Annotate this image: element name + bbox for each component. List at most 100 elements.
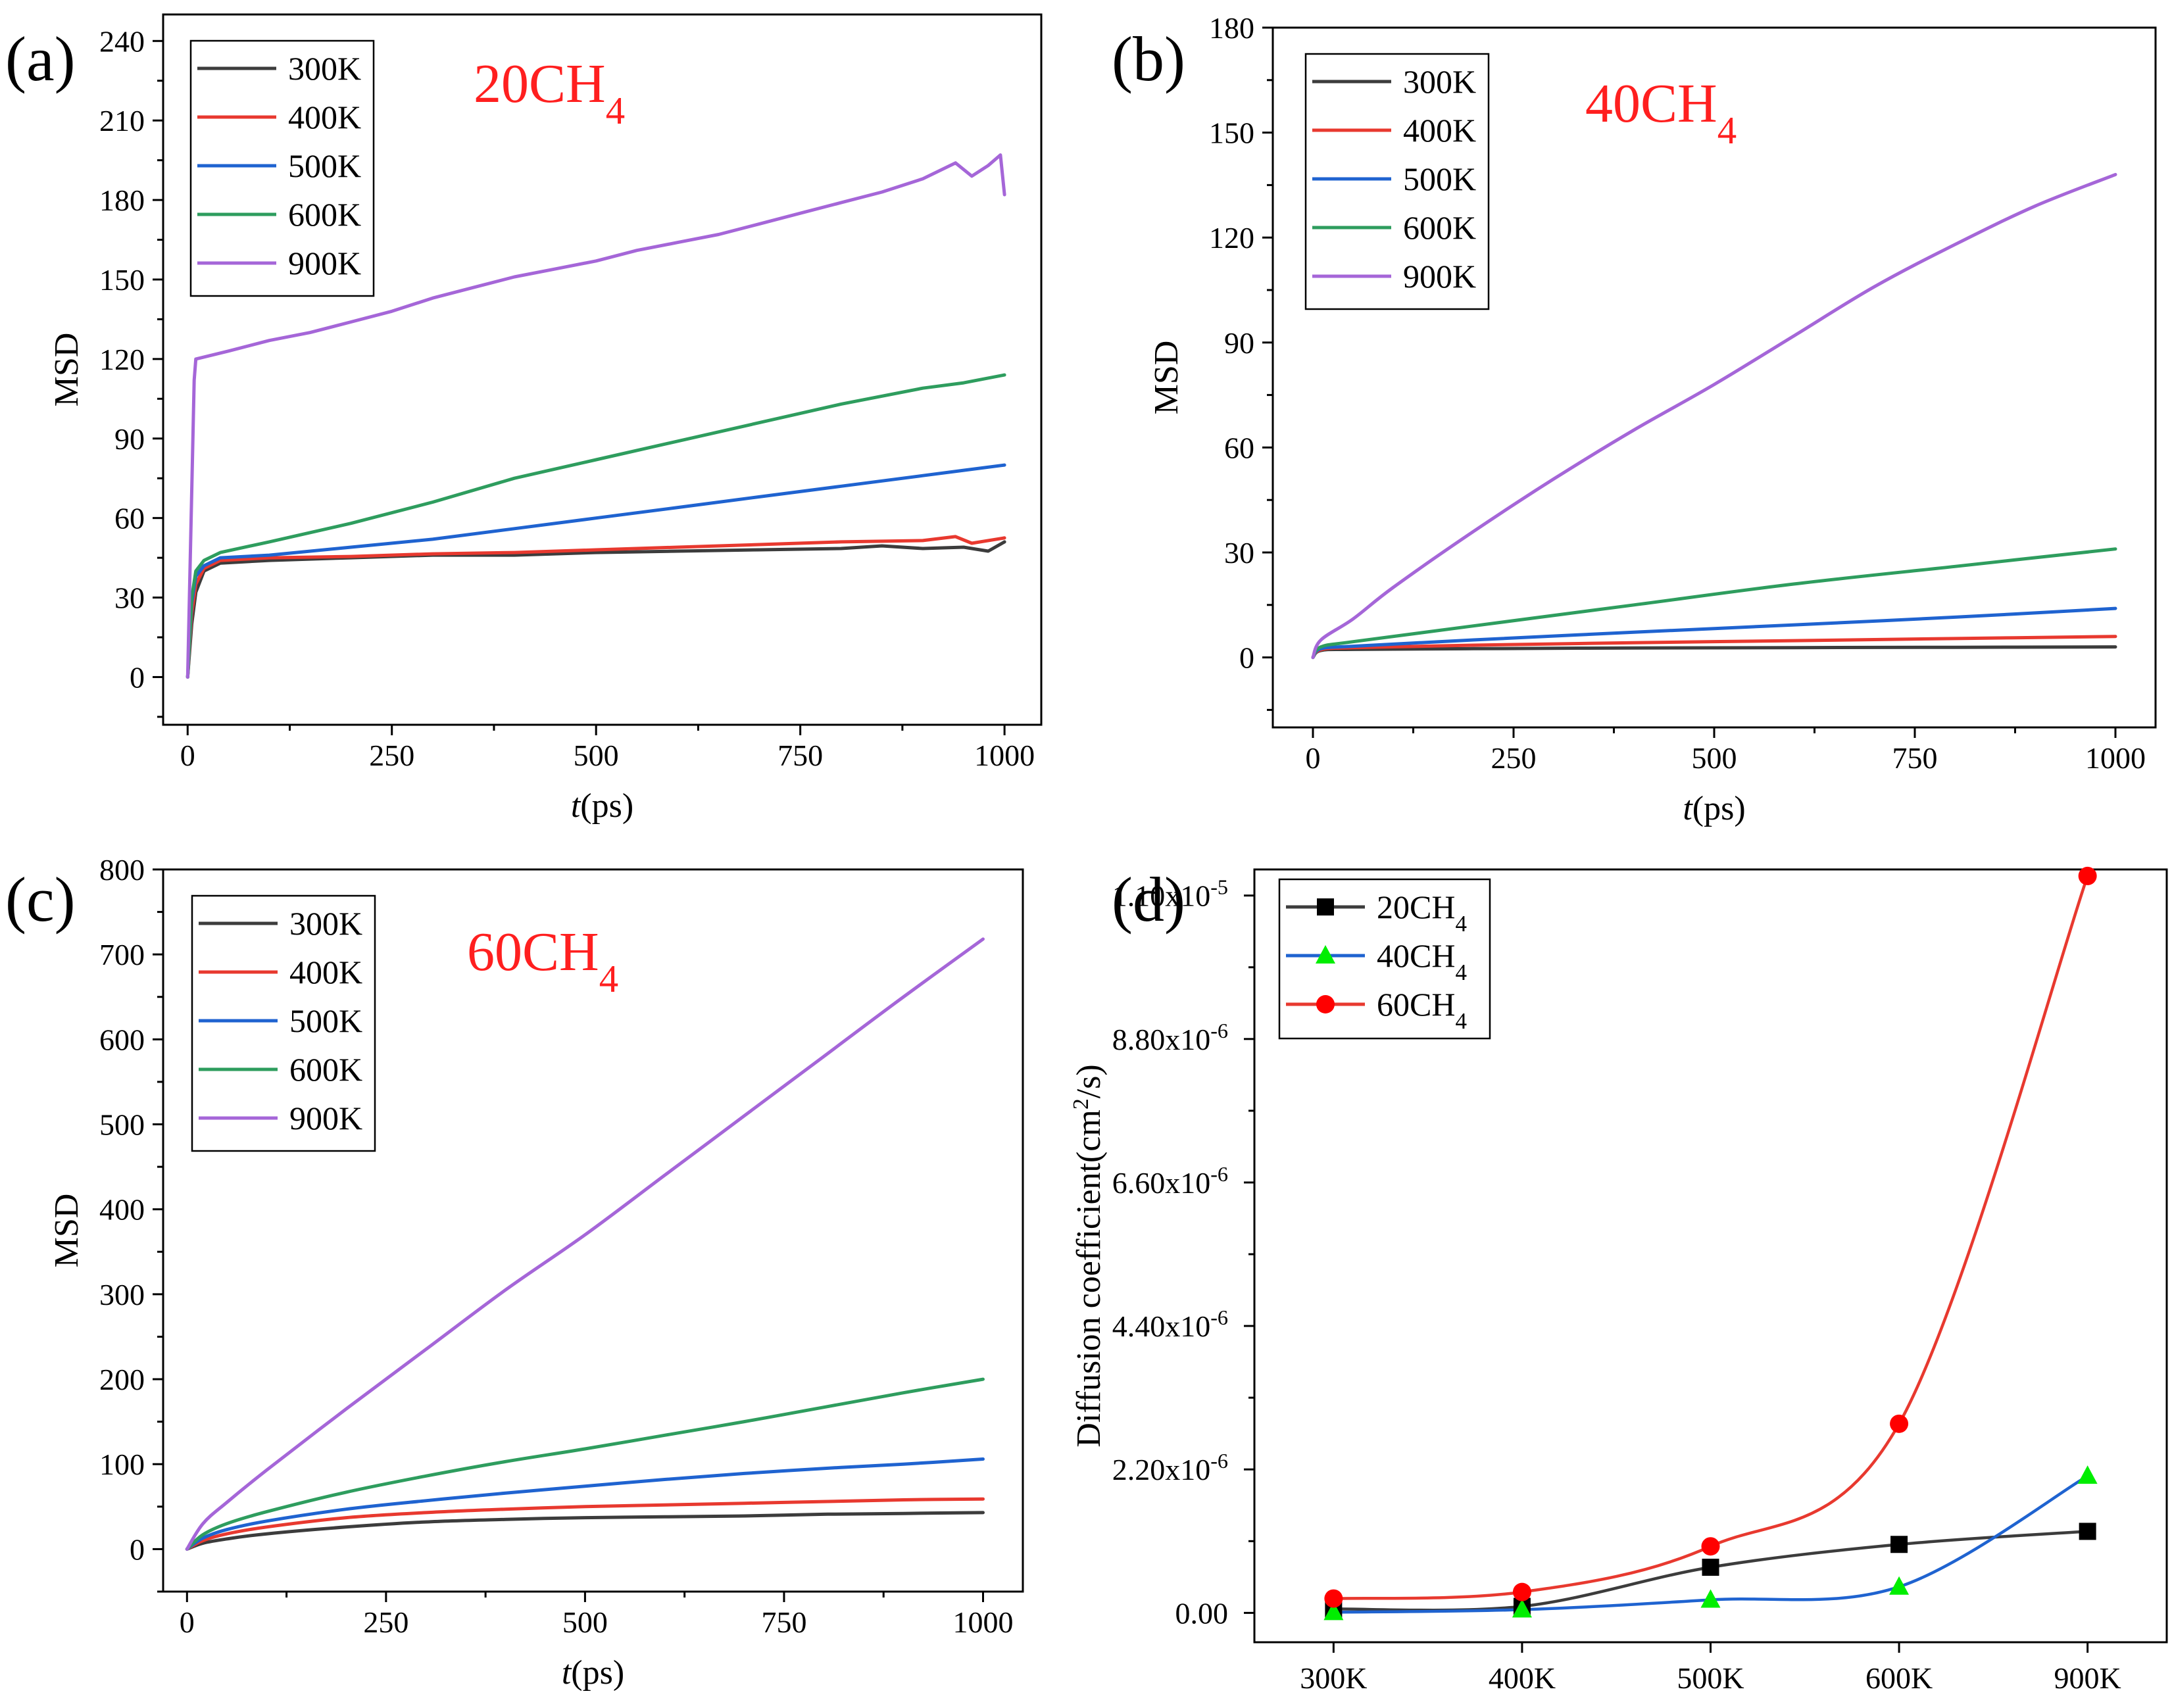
chart-panel-d: 300K 400K 500K 600K 900K 0.00 2.20x10-6 4.40x10… xyxy=(1069,864,2168,1695)
x-tick-label: 1000 xyxy=(2085,741,2146,775)
x-tick-label: 500 xyxy=(574,739,619,772)
legend-label: 400K xyxy=(1403,112,1476,149)
legend-box xyxy=(189,39,375,297)
data-point-40CH4 xyxy=(1889,1576,1910,1595)
series-line-600K xyxy=(1311,547,2117,660)
x-tick-label: 1000 xyxy=(974,739,1035,772)
legend-label: 60CH4 xyxy=(1377,986,1467,1034)
series-line-300K xyxy=(185,1511,985,1551)
legend-label: 300K xyxy=(289,905,362,942)
legend-label: 600K xyxy=(1403,209,1476,246)
data-point-60CH4 xyxy=(1890,1414,1909,1433)
legend-label: 900K xyxy=(288,245,361,281)
data-point-40CH4 xyxy=(1323,1601,1344,1621)
y-tick-label: 700 xyxy=(99,938,145,971)
y-tick-label: 600 xyxy=(99,1023,145,1056)
x-axis-title: t(ps) xyxy=(562,1654,624,1692)
x-tick-label: 0 xyxy=(180,739,195,772)
panel-title: 60CH4 xyxy=(467,921,618,1000)
plot-frame xyxy=(162,13,1043,726)
x-axis-title: t(ps) xyxy=(571,787,633,825)
y-tick-label: 2.20x10-6 xyxy=(1112,1449,1228,1486)
data-point-40CH4 xyxy=(2077,1465,2098,1484)
x-tick-label: 750 xyxy=(777,739,823,772)
y-tick-label: 150 xyxy=(1209,116,1254,150)
legend-label: 300K xyxy=(1403,63,1476,100)
series-line-500K xyxy=(185,463,1006,679)
data-point-40CH4 xyxy=(1512,1599,1532,1618)
legend-marker xyxy=(1316,945,1335,964)
y-tick-label: 180 xyxy=(99,183,145,217)
data-point-60CH4 xyxy=(2078,866,2097,885)
x-tick-label: 1000 xyxy=(952,1605,1013,1639)
data-point-40CH4 xyxy=(1700,1589,1721,1608)
y-tick-label: 240 xyxy=(99,24,145,58)
y-tick-label: 6.60x10-6 xyxy=(1112,1162,1228,1200)
y-tick-label: 60 xyxy=(1224,431,1254,464)
legend-label: 600K xyxy=(289,1051,362,1088)
y-tick-label: 0 xyxy=(130,1532,145,1566)
y-tick-label: 100 xyxy=(99,1448,145,1481)
y-tick-label: 0 xyxy=(130,660,145,694)
x-tick-label: 0 xyxy=(180,1605,195,1639)
legend-label: 900K xyxy=(1403,258,1476,295)
y-tick-label: 0 xyxy=(1239,641,1254,675)
y-tick-label: 1.10x10-5 xyxy=(1112,875,1228,913)
y-tick-label: 800 xyxy=(99,853,145,887)
data-point-20CH4 xyxy=(2079,1523,2096,1540)
data-point-20CH4 xyxy=(1702,1558,1719,1576)
x-tick-label: 750 xyxy=(761,1605,806,1639)
series-line-400K xyxy=(185,535,1006,679)
x-tick-label: 750 xyxy=(1892,741,1938,775)
plot-frame xyxy=(162,868,1024,1593)
y-tick-label: 120 xyxy=(1209,221,1254,255)
y-axis-title: Diffusion coefficient(cm2/s) xyxy=(1069,1064,1108,1447)
legend-label: 20CH4 xyxy=(1377,889,1467,937)
legend-box xyxy=(191,894,376,1152)
panel-title: 20CH4 xyxy=(474,53,625,132)
y-tick-label: 210 xyxy=(99,104,145,137)
legend-marker xyxy=(1317,898,1334,915)
series-line-60CH4 xyxy=(1333,875,2089,1600)
y-tick-label: 200 xyxy=(99,1363,145,1396)
legend-label: 40CH4 xyxy=(1377,937,1467,985)
data-point-60CH4 xyxy=(1701,1537,1720,1556)
legend-marker xyxy=(1316,995,1335,1013)
series-line-300K xyxy=(185,540,1006,679)
data-point-60CH4 xyxy=(1512,1582,1531,1601)
x-tick-label: 900K xyxy=(2054,1661,2121,1695)
y-tick-label: 500 xyxy=(99,1108,145,1142)
legend-label: 500K xyxy=(289,1002,362,1039)
x-tick-label: 500K xyxy=(1677,1661,1744,1695)
x-axis-title: t(ps) xyxy=(1683,790,1745,827)
legend-label: 600K xyxy=(288,196,361,233)
series-line-900K xyxy=(185,937,985,1551)
legend-label: 400K xyxy=(288,99,361,135)
y-axis-title: MSD xyxy=(1148,341,1185,415)
y-tick-label: 150 xyxy=(99,263,145,297)
y-tick-label: 120 xyxy=(99,343,145,376)
y-tick-label: 90 xyxy=(114,422,145,456)
panel-label: (a) xyxy=(5,24,76,94)
legend-box xyxy=(1304,53,1490,310)
x-tick-label: 300K xyxy=(1300,1661,1367,1695)
x-tick-label: 250 xyxy=(363,1605,408,1639)
y-axis-title: MSD xyxy=(48,333,86,407)
series-line-900K xyxy=(1311,172,2117,660)
series-line-500K xyxy=(1311,606,2117,660)
y-tick-label: 180 xyxy=(1209,11,1254,45)
y-tick-label: 60 xyxy=(114,502,145,535)
data-point-60CH4 xyxy=(1324,1589,1343,1608)
x-tick-label: 400K xyxy=(1489,1661,1556,1695)
y-tick-label: 90 xyxy=(1224,326,1254,360)
legend-label: 300K xyxy=(288,50,361,87)
y-tick-label: 4.40x10-6 xyxy=(1112,1305,1228,1343)
legend-label: 900K xyxy=(289,1100,362,1136)
series-line-500K xyxy=(185,1457,985,1551)
y-tick-label: 300 xyxy=(99,1278,145,1311)
series-line-400K xyxy=(185,1497,985,1551)
y-tick-label: 30 xyxy=(114,581,145,615)
y-axis-title: MSD xyxy=(48,1194,86,1268)
y-tick-label: 30 xyxy=(1224,536,1254,570)
